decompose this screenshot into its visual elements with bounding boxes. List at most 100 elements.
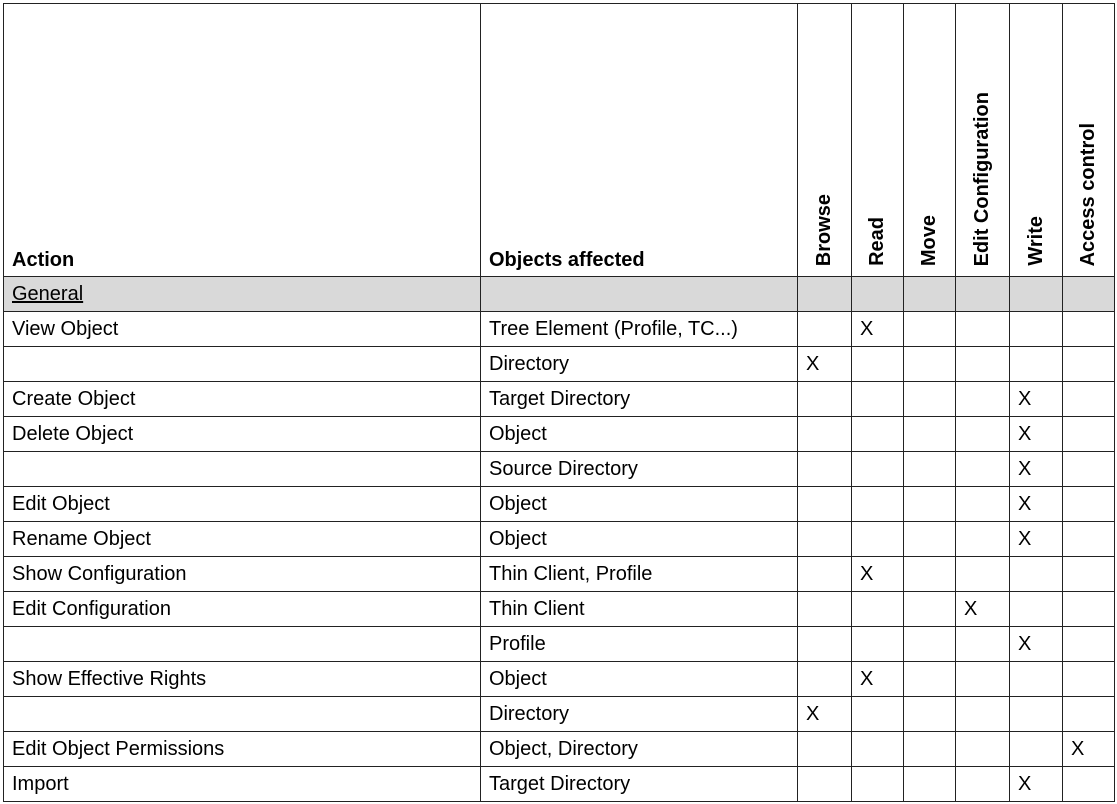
permission-mark-cell — [903, 486, 956, 522]
permission-mark-cell — [955, 346, 1010, 382]
object-cell: Source Directory — [480, 451, 798, 487]
permission-mark-cell — [1009, 556, 1063, 592]
object-cell: Directory — [480, 346, 798, 382]
permission-mark-cell — [851, 451, 904, 487]
object-cell: Thin Client, Profile — [480, 556, 798, 592]
permission-mark-cell — [797, 381, 852, 417]
permission-mark-cell — [851, 346, 904, 382]
object-cell: Object, Directory — [480, 731, 798, 767]
permission-mark-cell: X — [1009, 521, 1063, 557]
section-label: General — [12, 282, 84, 305]
permission-mark-cell — [955, 661, 1010, 697]
object-cell: Thin Client — [480, 591, 798, 627]
permission-mark-cell — [797, 661, 852, 697]
permission-mark-cell — [797, 521, 852, 557]
permission-mark-cell — [1062, 416, 1115, 452]
permission-mark-cell — [903, 661, 956, 697]
permission-mark-cell — [955, 486, 1010, 522]
object-cell: Profile — [480, 626, 798, 662]
permission-mark-cell — [1062, 311, 1115, 347]
permission-mark-cell — [1062, 696, 1115, 732]
permission-mark-cell — [851, 381, 904, 417]
header-access-control: Access control — [1062, 3, 1115, 277]
permission-mark-cell — [1009, 731, 1063, 767]
permission-mark-cell — [851, 696, 904, 732]
table-row: Source Directory X — [3, 451, 1115, 487]
permission-mark-cell — [851, 591, 904, 627]
permission-mark-cell: X — [797, 696, 852, 732]
object-cell: Target Directory — [480, 381, 798, 417]
table-row: Import Target Directory X — [3, 766, 1115, 802]
permission-mark-cell — [955, 416, 1010, 452]
section-row-general: General — [3, 276, 1115, 312]
table-row: Show Configuration Thin Client, Profile X — [3, 556, 1115, 592]
permission-mark-cell — [903, 766, 956, 802]
permission-mark-cell — [797, 591, 852, 627]
object-cell: Object — [480, 521, 798, 557]
permission-mark-cell: X — [1009, 486, 1063, 522]
action-cell: Delete Object — [3, 416, 481, 452]
permission-mark-cell: X — [1009, 766, 1063, 802]
header-write: Write — [1009, 3, 1063, 277]
object-cell: Object — [480, 661, 798, 697]
permission-mark-cell — [903, 731, 956, 767]
permission-mark-cell: X — [797, 346, 852, 382]
permission-mark-cell — [797, 731, 852, 767]
action-cell: Edit Object — [3, 486, 481, 522]
permissions-table: Action Objects affected Browse Read Move… — [3, 3, 1115, 802]
permission-mark-cell — [1009, 591, 1063, 627]
permission-mark-cell — [955, 311, 1010, 347]
object-cell: Object — [480, 486, 798, 522]
table-row: Directory X — [3, 696, 1115, 732]
permission-mark-cell — [955, 626, 1010, 662]
permission-mark-cell — [797, 626, 852, 662]
action-cell — [3, 626, 481, 662]
permission-mark-cell — [903, 381, 956, 417]
permission-mark-cell: X — [955, 591, 1010, 627]
action-cell: Edit Configuration — [3, 591, 481, 627]
permission-mark-cell — [903, 346, 956, 382]
permission-mark-cell — [851, 521, 904, 557]
header-edit-configuration: Edit Configuration — [955, 3, 1010, 277]
object-cell: Tree Element (Profile, TC...) — [480, 311, 798, 347]
object-cell: Target Directory — [480, 766, 798, 802]
permission-mark-cell: X — [851, 556, 904, 592]
permission-mark-cell — [797, 451, 852, 487]
permission-mark-cell — [797, 766, 852, 802]
permission-mark-cell — [1062, 661, 1115, 697]
permission-mark-cell: X — [851, 661, 904, 697]
permission-mark-cell: X — [1009, 416, 1063, 452]
permission-mark-cell — [1062, 451, 1115, 487]
permission-mark-cell — [797, 556, 852, 592]
table-row: Directory X — [3, 346, 1115, 382]
action-cell — [3, 346, 481, 382]
permission-mark-cell — [903, 311, 956, 347]
header-row: Action Objects affected Browse Read Move… — [3, 3, 1115, 277]
permission-mark-cell — [1062, 521, 1115, 557]
permission-mark-cell — [1062, 626, 1115, 662]
permission-mark-cell — [1062, 591, 1115, 627]
permission-mark-cell — [903, 626, 956, 662]
permission-mark-cell — [955, 556, 1010, 592]
table-row: Edit Configuration Thin Client X — [3, 591, 1115, 627]
table-row: Profile X — [3, 626, 1115, 662]
permission-mark-cell — [1009, 661, 1063, 697]
permission-mark-cell: X — [1009, 626, 1063, 662]
permission-mark-cell — [955, 731, 1010, 767]
header-objects-affected: Objects affected — [480, 3, 798, 277]
permission-mark-cell — [1062, 486, 1115, 522]
permission-mark-cell — [903, 416, 956, 452]
permission-mark-cell — [1009, 311, 1063, 347]
permission-mark-cell — [903, 696, 956, 732]
permission-mark-cell — [797, 486, 852, 522]
permission-mark-cell — [903, 451, 956, 487]
table-row: Rename Object Object X — [3, 521, 1115, 557]
permission-mark-cell — [851, 486, 904, 522]
permission-mark-cell — [1062, 766, 1115, 802]
action-cell: Rename Object — [3, 521, 481, 557]
object-cell: Directory — [480, 696, 798, 732]
permission-mark-cell — [851, 731, 904, 767]
header-action: Action — [3, 3, 481, 277]
permission-mark-cell — [1062, 346, 1115, 382]
permission-mark-cell — [1062, 556, 1115, 592]
